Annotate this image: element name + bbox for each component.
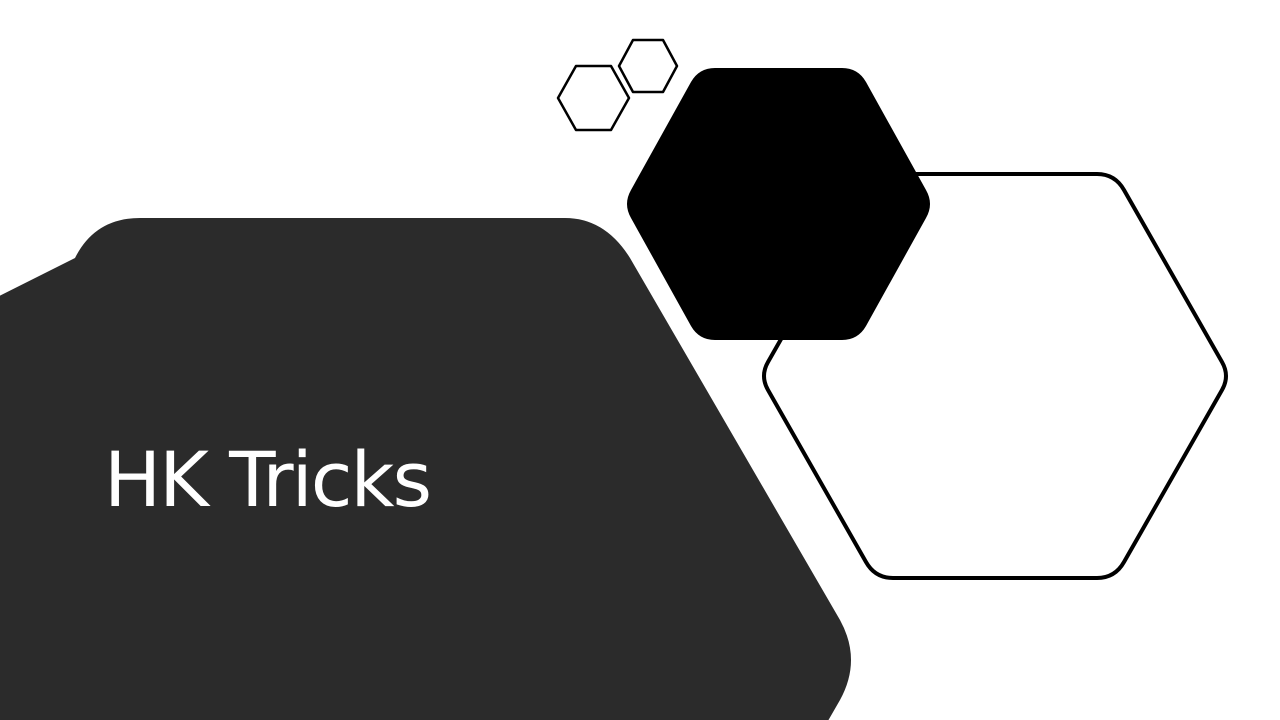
small-outline-hexagon-left bbox=[556, 64, 631, 132]
title-panel-hexagon bbox=[0, 218, 851, 720]
large-outline-hexagon bbox=[762, 172, 1228, 580]
solid-black-hexagon bbox=[627, 68, 930, 340]
small-outline-hexagon-right bbox=[617, 38, 679, 94]
slide-title: HK Tricks bbox=[104, 435, 432, 524]
